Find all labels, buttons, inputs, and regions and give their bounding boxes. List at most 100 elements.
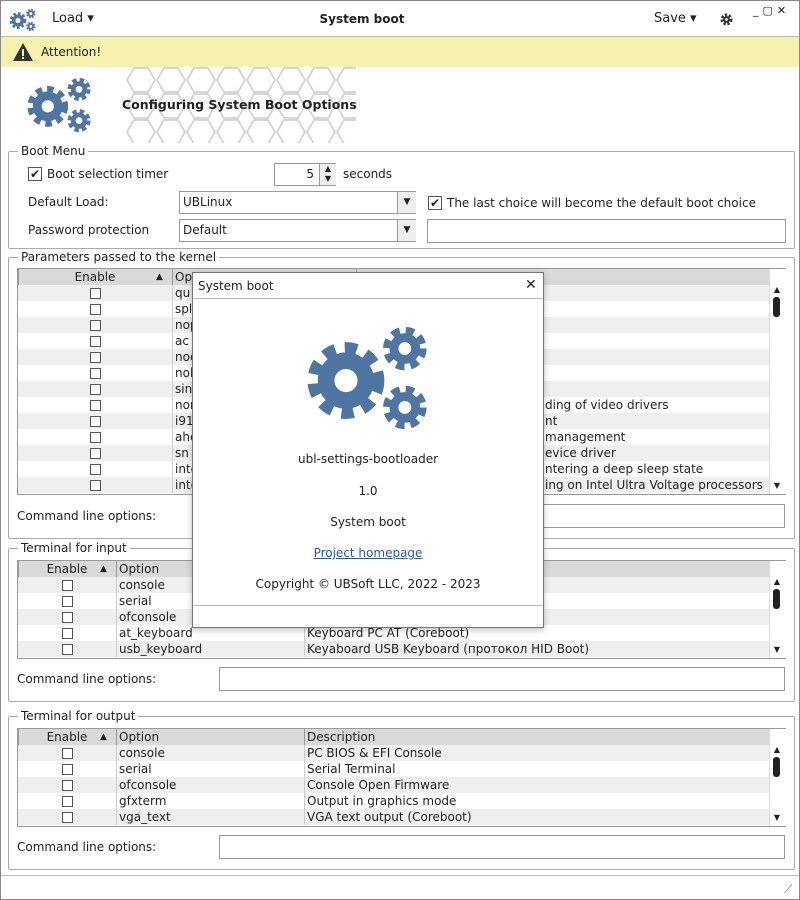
password-value: Default (183, 223, 227, 237)
row-checkbox[interactable] (90, 320, 101, 331)
default-load-label: Default Load: (28, 195, 109, 209)
row-divider (116, 609, 117, 625)
combo-arrow[interactable]: ▼ (397, 220, 416, 241)
scrollbar[interactable] (769, 561, 786, 658)
column-header[interactable]: Option (119, 730, 160, 744)
dialog-icon (305, 319, 433, 437)
row-checkbox[interactable] (62, 644, 73, 655)
load-button[interactable]: Load ▾ (52, 11, 94, 26)
row-checkbox[interactable] (90, 480, 101, 491)
row-option: serial (119, 594, 152, 608)
command-entry[interactable] (219, 667, 785, 691)
row-checkbox[interactable] (90, 368, 101, 379)
row-option: at_keyboard (119, 626, 193, 640)
combo-arrow[interactable]: ▼ (397, 192, 416, 213)
timer-label: Boot selection timer (47, 167, 169, 181)
scroll-down[interactable]: ▼ (773, 813, 781, 822)
row-divider (116, 777, 117, 793)
row-option: vga_text (119, 810, 171, 824)
scrollbar[interactable] (769, 269, 786, 494)
row-divider (172, 349, 173, 365)
window-controls[interactable]: _▢✕ (753, 4, 791, 17)
row-option: ofconsole (119, 610, 177, 624)
row-checkbox[interactable] (62, 596, 73, 607)
scroll-up[interactable]: ▲ (773, 577, 781, 586)
command-label: Command line options: (17, 672, 157, 686)
row-checkbox[interactable] (90, 432, 101, 443)
last-choice-checkbox[interactable]: ✔ (428, 196, 442, 210)
row-checkbox[interactable] (90, 448, 101, 459)
row-checkbox[interactable] (62, 780, 73, 791)
scroll-thumb[interactable] (773, 297, 780, 317)
scroll-up[interactable]: ▲ (773, 285, 781, 294)
column-header[interactable]: Description (307, 730, 376, 744)
spin-arrows[interactable]: ▲ ▼ (319, 164, 336, 185)
row-divider (172, 461, 173, 477)
row-checkbox[interactable] (90, 416, 101, 427)
column-divider (18, 729, 19, 745)
row-option: i91 (175, 414, 194, 428)
row-checkbox[interactable] (62, 628, 73, 639)
timer-checkbox[interactable]: ✔ (28, 167, 42, 181)
column-header[interactable]: Op (175, 270, 193, 284)
row-option: sn (175, 446, 189, 460)
dialog-titlebar (193, 273, 543, 299)
row-checkbox[interactable] (90, 336, 101, 347)
load-label: Load (52, 11, 84, 26)
row-checkbox[interactable] (62, 580, 73, 591)
scrollbar[interactable] (769, 729, 786, 826)
row-checkbox[interactable] (62, 812, 73, 823)
row-option: noc (175, 350, 197, 364)
row-checkbox[interactable] (62, 748, 73, 759)
row-checkbox[interactable] (90, 464, 101, 475)
row-checkbox[interactable] (62, 796, 73, 807)
settings-button[interactable] (719, 12, 734, 27)
section-frame (8, 716, 795, 870)
column-divider (116, 561, 117, 577)
section-title: Parameters passed to the kernel (18, 250, 220, 264)
row-option: sin (175, 382, 193, 396)
row-checkbox[interactable] (90, 304, 101, 315)
scroll-thumb[interactable] (773, 589, 780, 609)
dialog-app: ubl-settings-bootloader (297, 452, 439, 466)
row-checkbox[interactable] (90, 384, 101, 395)
scroll-down[interactable]: ▼ (773, 645, 781, 654)
scroll-down[interactable]: ▼ (773, 481, 781, 490)
save-button[interactable]: Save ▾ (654, 11, 697, 26)
row-checkbox[interactable] (62, 764, 73, 775)
row-option: spl (175, 302, 193, 316)
row-divider (116, 793, 117, 809)
scroll-up[interactable]: ▲ (773, 745, 781, 754)
dialog-version: 1.0 (358, 484, 378, 498)
scroll-thumb[interactable] (773, 757, 780, 777)
row-checkbox[interactable] (90, 400, 101, 411)
command-entry[interactable] (219, 835, 785, 859)
column-header[interactable]: Option (119, 562, 160, 576)
row-checkbox[interactable] (90, 352, 101, 363)
header-bar (1, 1, 799, 37)
section-title: Terminal for output (18, 709, 139, 723)
row-option: nop (175, 318, 198, 332)
password-entry[interactable] (427, 219, 786, 243)
column-header[interactable]: Enable (46, 730, 88, 744)
row-divider (172, 397, 173, 413)
column-header[interactable]: Enable (46, 562, 88, 576)
row-option: qu (175, 286, 191, 300)
row-checkbox[interactable] (90, 288, 101, 299)
row-divider (116, 577, 117, 593)
boot-menu-frame (8, 151, 795, 249)
row-divider (172, 477, 173, 493)
row-option: ahc (175, 430, 197, 444)
dialog-close[interactable]: ✕ (525, 277, 537, 293)
dialog-title: System boot (198, 279, 274, 293)
sort-arrow: ▲ (100, 732, 107, 742)
window-title: System boot (319, 12, 405, 26)
dialog-link[interactable]: Project homepage (313, 546, 423, 560)
row-checkbox[interactable] (62, 612, 73, 623)
row-description: Output in graphics mode (307, 794, 457, 808)
column-header[interactable]: Enable (74, 270, 116, 284)
row-divider (116, 641, 117, 657)
row-divider (116, 593, 117, 609)
row-divider (116, 809, 117, 825)
